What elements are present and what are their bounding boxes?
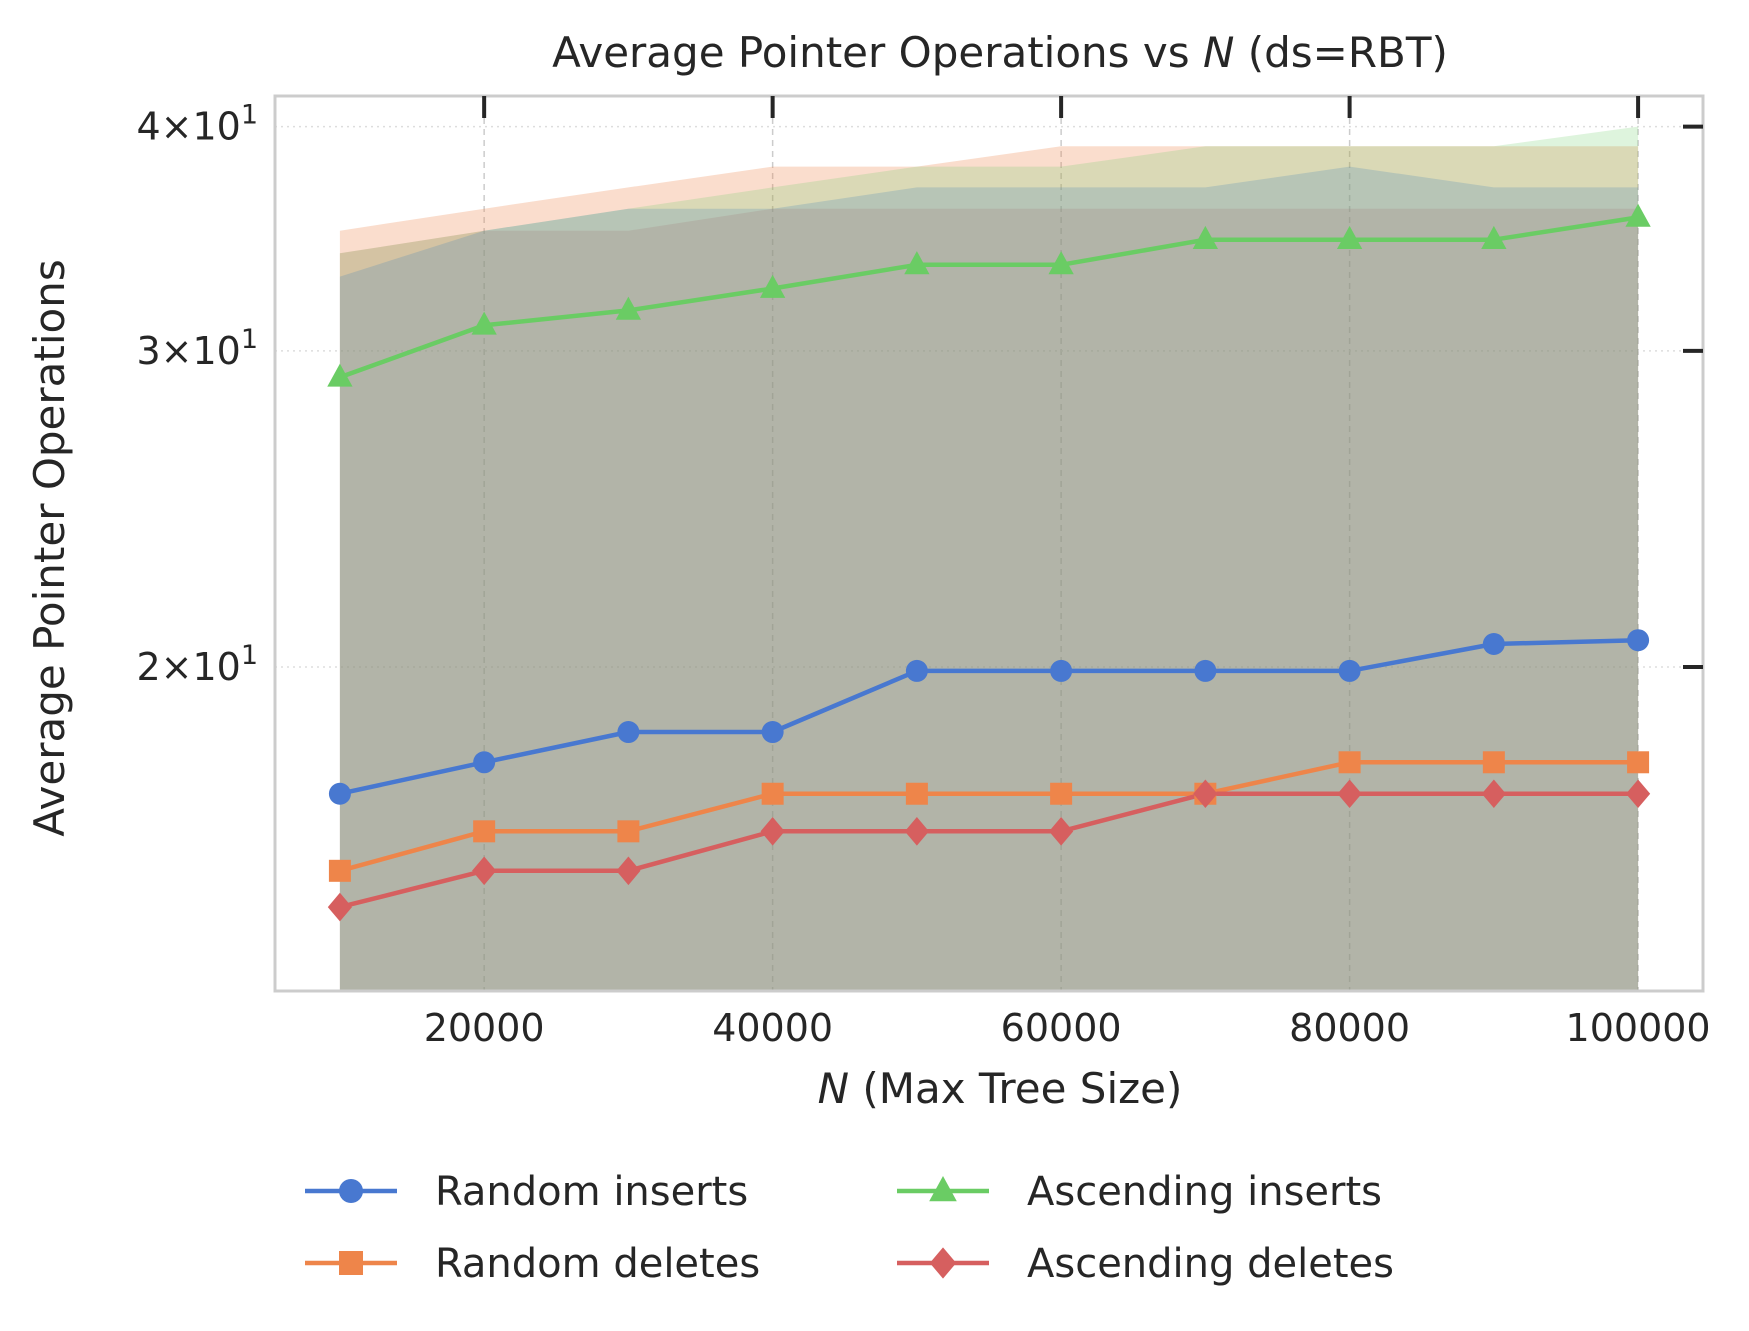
y-tick-label: 3×101 (136, 324, 258, 373)
point-random-deletes (1627, 751, 1650, 774)
ticks (482, 96, 1703, 670)
point-ascending-inserts (1048, 251, 1074, 275)
legend-marker (339, 1179, 363, 1203)
point-random-inserts (1482, 632, 1505, 655)
point-ascending-deletes (1481, 779, 1506, 809)
y-tick-labels: 2×101 3×101 4×101 (136, 100, 258, 689)
legend-item-ascending-deletes: Ascending deletes (897, 1241, 1394, 1287)
point-ascending-deletes (1625, 779, 1651, 809)
legend-label: Ascending inserts (1027, 1169, 1382, 1215)
y-tick-label: 2×101 (136, 640, 258, 689)
line-ascending-inserts (339, 215, 1639, 380)
series-lines (339, 215, 1639, 910)
x-tick-label: 40000 (712, 1006, 833, 1050)
legend-item-ascending-inserts: Ascending inserts (897, 1169, 1382, 1215)
x-tick-label: 20000 (424, 1006, 545, 1050)
point-random-deletes (1338, 751, 1361, 774)
point-random-inserts (1194, 659, 1217, 682)
plot-frame (273, 94, 1705, 993)
line-ascending-deletes (339, 791, 1639, 910)
point-ascending-deletes (616, 856, 641, 886)
point-random-inserts (905, 659, 928, 682)
point-random-inserts (1338, 659, 1361, 682)
point-ascending-deletes (1337, 779, 1362, 809)
point-random-inserts (1627, 629, 1650, 652)
point-random-inserts (761, 721, 784, 744)
bands (339, 126, 1639, 992)
point-random-inserts (473, 751, 496, 774)
y-tick-label: 4×101 (136, 100, 258, 149)
point-ascending-inserts (615, 296, 642, 320)
legend-marker (929, 1176, 957, 1202)
point-ascending-deletes (472, 856, 497, 886)
legend-marker (339, 1251, 363, 1275)
point-ascending-deletes (327, 892, 353, 922)
x-tick-labels: 20000 40000 60000 80000 100000 (424, 1006, 1711, 1050)
band-random-inserts (339, 166, 1639, 992)
legend: Random inserts Random deletes Ascending in… (305, 1169, 1394, 1287)
gridlines (275, 96, 1703, 991)
point-random-deletes (761, 782, 784, 805)
point-ascending-inserts (1336, 225, 1363, 250)
point-random-inserts (617, 721, 640, 744)
point-ascending-deletes (1193, 779, 1218, 809)
band-ascending-inserts (339, 126, 1639, 992)
point-ascending-inserts (1192, 225, 1219, 250)
legend-label: Ascending deletes (1027, 1241, 1394, 1287)
point-random-inserts (328, 782, 351, 805)
point-ascending-inserts (1625, 203, 1651, 227)
point-random-deletes (328, 859, 351, 882)
point-ascending-inserts (471, 311, 497, 335)
x-axis-label: N (Max Tree Size) (818, 1064, 1183, 1113)
point-random-deletes (1050, 782, 1073, 805)
point-ascending-deletes (1049, 817, 1074, 846)
line-random-deletes (339, 760, 1639, 873)
y-axis-label: Average Pointer Operations (25, 259, 74, 836)
point-random-deletes (1482, 751, 1505, 774)
point-random-deletes (905, 782, 928, 805)
x-tick-label: 80000 (1289, 1006, 1410, 1050)
legend-item-random-deletes: Random deletes (305, 1241, 760, 1287)
band-random-deletes (339, 146, 1639, 992)
legend-item-random-inserts: Random inserts (305, 1169, 748, 1215)
point-ascending-deletes (760, 817, 785, 846)
point-ascending-deletes (904, 817, 929, 846)
point-random-deletes (617, 820, 640, 843)
point-random-inserts (1050, 659, 1073, 682)
series-markers (327, 203, 1651, 922)
legend-label: Random inserts (435, 1169, 748, 1215)
point-ascending-inserts (759, 274, 786, 298)
point-ascending-inserts (904, 251, 930, 275)
x-tick-label: 100000 (1566, 1006, 1711, 1050)
point-random-deletes (473, 820, 496, 843)
point-ascending-inserts (1481, 225, 1507, 250)
legend-label: Random deletes (435, 1241, 760, 1287)
point-ascending-inserts (327, 363, 353, 387)
legend-marker (929, 1247, 957, 1279)
x-tick-label: 60000 (1001, 1006, 1122, 1050)
chart-title: Average Pointer Operations vs N (ds=RBT) (552, 28, 1448, 77)
line-random-inserts (339, 637, 1639, 796)
